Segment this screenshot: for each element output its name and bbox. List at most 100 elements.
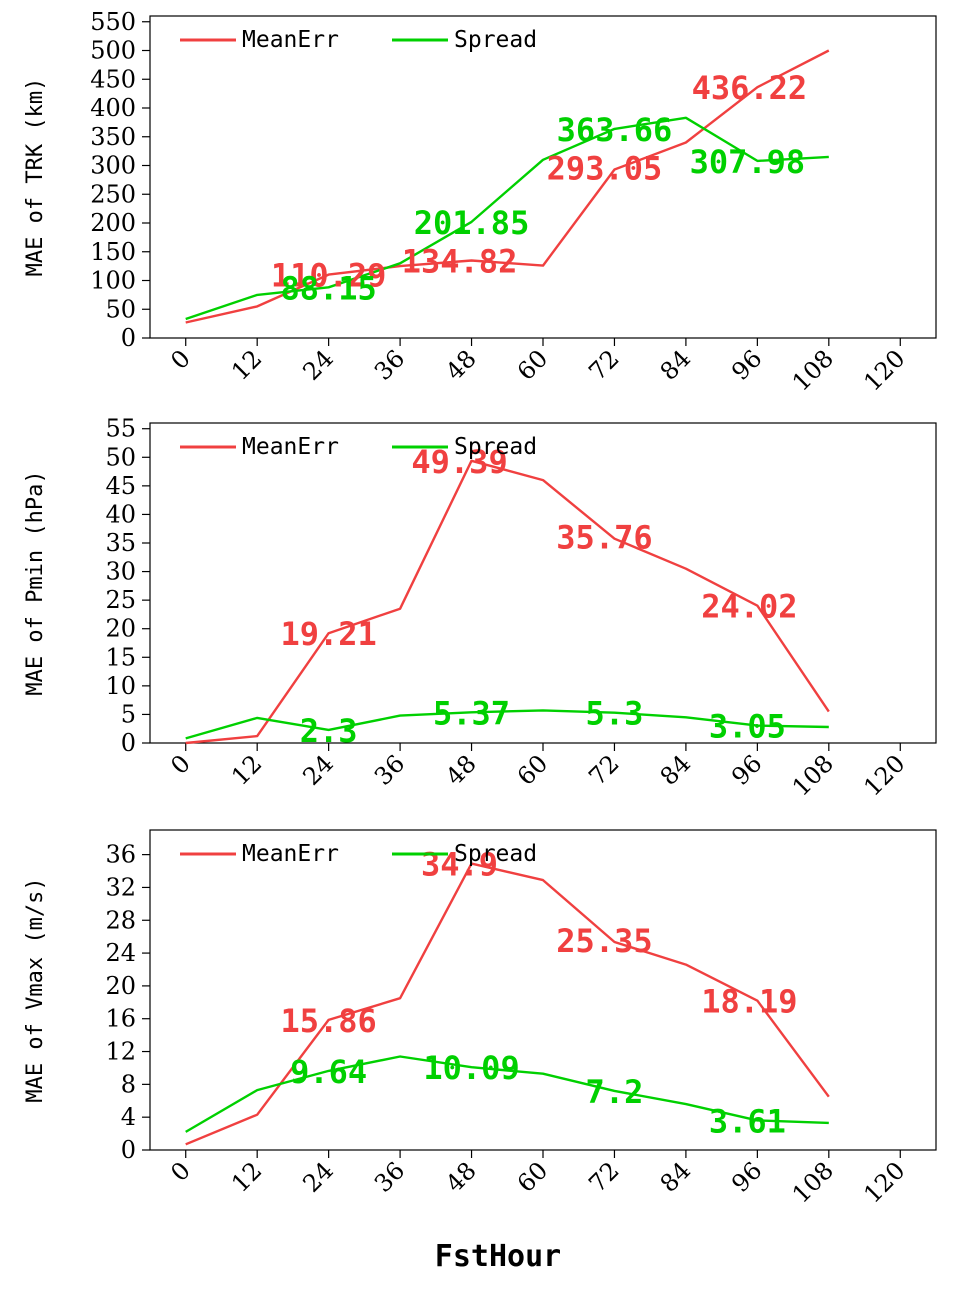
x-tick-label: 24 [297, 1156, 338, 1197]
y-tick-label: 32 [105, 873, 136, 901]
x-tick-label: 120 [858, 749, 910, 801]
x-tick-label: 84 [655, 1156, 696, 1197]
x-tick-label: 48 [440, 344, 481, 385]
data-label-meanerr: 134.82 [402, 242, 518, 280]
y-tick-label: 10 [105, 672, 136, 700]
x-tick-label: 48 [440, 749, 481, 790]
x-tick-label: 60 [512, 344, 553, 385]
y-tick-label: 400 [90, 94, 136, 122]
x-tick-label: 0 [165, 1156, 196, 1187]
x-tick-label: 0 [165, 749, 196, 780]
x-tick-label: 96 [726, 749, 767, 790]
y-tick-label: 55 [105, 415, 136, 443]
legend-item-spread: Spread [392, 434, 537, 460]
x-tick-label: 12 [226, 1156, 267, 1197]
data-label-meanerr: 25.35 [556, 922, 652, 960]
y-tick-label: 200 [90, 209, 136, 237]
data-label-meanerr: 293.05 [547, 149, 663, 187]
data-label-spread: 10.09 [423, 1049, 519, 1087]
data-label-meanerr: 436.22 [692, 69, 808, 107]
x-axis-title: FstHour [435, 1239, 561, 1274]
data-label-spread: 88.15 [280, 269, 376, 307]
series-line-spread [185, 116, 829, 321]
x-tick-label: 96 [726, 1156, 767, 1197]
y-tick-label: 28 [105, 906, 136, 934]
series-line-spread [185, 1055, 829, 1133]
data-label-meanerr: 49.39 [411, 443, 507, 481]
data-label-spread: 7.2 [586, 1073, 644, 1111]
data-label-spread: 307.98 [690, 143, 806, 181]
y-tick-label: 350 [90, 123, 136, 151]
data-label-spread: 9.64 [290, 1053, 367, 1091]
x-tick-label: 108 [787, 749, 839, 801]
y-tick-label: 5 [121, 700, 136, 728]
data-label-spread: 363.66 [557, 111, 673, 149]
x-tick-label: 12 [226, 344, 267, 385]
y-tick-label: 0 [121, 324, 136, 352]
legend-item-meanerr: MeanErr [180, 841, 339, 867]
x-tick-label: 96 [726, 344, 767, 385]
x-tick-label: 36 [369, 344, 410, 385]
data-label-spread: 3.61 [709, 1102, 786, 1140]
y-axis-title: MAE of Pmin (hPa) [23, 470, 48, 695]
y-tick-label: 50 [105, 295, 136, 323]
data-label-spread: 3.05 [709, 708, 786, 746]
legend-label: Spread [454, 434, 537, 460]
legend-label: MeanErr [242, 434, 339, 460]
legend-item-meanerr: MeanErr [180, 27, 339, 53]
x-tick-label: 48 [440, 1156, 481, 1197]
y-tick-label: 16 [105, 1005, 136, 1033]
y-tick-label: 12 [105, 1038, 136, 1066]
data-label-meanerr: 19.21 [280, 615, 376, 653]
legend-item-meanerr: MeanErr [180, 434, 339, 460]
x-tick-label: 72 [583, 749, 624, 790]
data-label-meanerr: 35.76 [556, 519, 652, 557]
data-label-meanerr: 18.19 [701, 983, 797, 1021]
legend-label: MeanErr [242, 27, 339, 53]
x-tick-label: 36 [369, 1156, 410, 1197]
x-tick-label: 24 [297, 749, 338, 790]
x-tick-label: 36 [369, 749, 410, 790]
x-tick-label: 108 [787, 1156, 839, 1208]
x-tick-label: 0 [165, 344, 196, 375]
legend-label: Spread [454, 27, 537, 53]
y-tick-label: 50 [105, 443, 136, 471]
data-label-spread: 5.37 [433, 694, 510, 732]
y-tick-label: 550 [90, 8, 136, 36]
y-tick-label: 250 [90, 180, 136, 208]
y-tick-label: 0 [121, 729, 136, 757]
plot-frame [149, 15, 937, 339]
y-axis-title: MAE of TRK (km) [23, 78, 48, 277]
y-tick-label: 20 [105, 615, 136, 643]
y-tick-label: 30 [105, 558, 136, 586]
y-tick-label: 35 [105, 529, 136, 557]
data-label-meanerr: 15.86 [280, 1002, 376, 1040]
series-line-meanerr [185, 459, 830, 745]
y-tick-label: 24 [105, 939, 136, 967]
x-tick-label: 84 [655, 749, 696, 790]
data-label-meanerr: 110.29 [271, 257, 387, 295]
y-tick-label: 20 [105, 972, 136, 1000]
y-axis-title: MAE of Vmax (m/s) [23, 877, 48, 1102]
legend-item-spread: Spread [392, 27, 537, 53]
y-tick-label: 450 [90, 65, 136, 93]
y-tick-label: 4 [121, 1103, 136, 1131]
x-tick-label: 60 [512, 1156, 553, 1197]
y-tick-label: 45 [105, 472, 136, 500]
x-tick-label: 120 [858, 344, 910, 396]
data-label-spread: 201.85 [414, 204, 530, 242]
data-label-meanerr: 24.02 [701, 588, 797, 626]
x-tick-label: 60 [512, 749, 553, 790]
y-tick-label: 36 [105, 841, 136, 869]
legend-item-spread: Spread [392, 841, 537, 867]
x-tick-label: 84 [655, 344, 696, 385]
x-tick-label: 120 [858, 1156, 910, 1208]
y-tick-label: 150 [90, 238, 136, 266]
y-tick-label: 40 [105, 500, 136, 528]
series-line-meanerr [185, 862, 830, 1146]
y-tick-label: 15 [105, 643, 136, 671]
